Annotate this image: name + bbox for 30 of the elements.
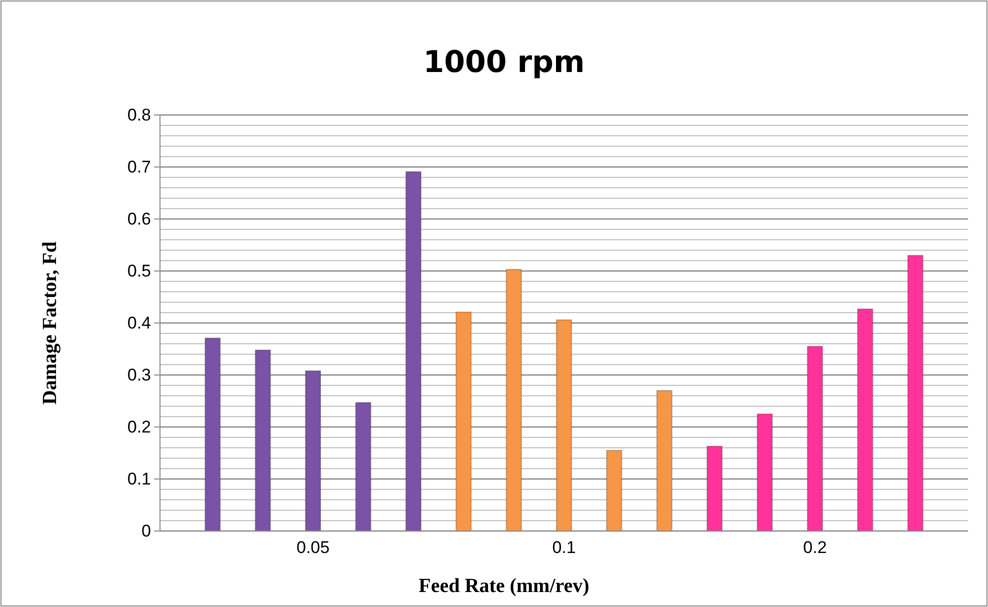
bar: [506, 268, 522, 532]
bar: [806, 346, 823, 532]
y-axis-title: Damage Factor, Fd: [39, 241, 61, 405]
bar: [656, 390, 672, 532]
y-tick-label: 0.4: [127, 313, 151, 332]
bar: [355, 402, 372, 532]
bar: [606, 450, 622, 532]
bar: [305, 370, 322, 532]
bar: [907, 254, 924, 532]
y-tick-label: 0.3: [127, 365, 151, 384]
y-tick-label: 0.7: [127, 157, 151, 176]
x-tick-label: 0.05: [296, 538, 330, 558]
bar: [405, 171, 422, 532]
y-tick-label: 0.5: [127, 261, 151, 280]
x-axis-title: Feed Rate (mm/rev): [418, 575, 590, 597]
y-tick-label: 0.2: [127, 417, 151, 436]
y-tick-label: 0: [142, 521, 151, 540]
bar: [857, 308, 874, 532]
bar: [556, 319, 572, 532]
bar: [204, 338, 221, 532]
bar: [456, 312, 472, 532]
bar: [756, 414, 773, 532]
x-tick-label: 0.1: [552, 538, 576, 558]
chart-title: 1000 rpm: [423, 45, 585, 80]
y-tick-label: 0.1: [127, 469, 151, 488]
bar: [254, 350, 271, 532]
bar: [706, 446, 723, 532]
y-tick-label: 0.8: [127, 105, 151, 124]
x-tick-label: 0.2: [803, 538, 827, 558]
y-tick-label: 0.6: [127, 209, 151, 228]
